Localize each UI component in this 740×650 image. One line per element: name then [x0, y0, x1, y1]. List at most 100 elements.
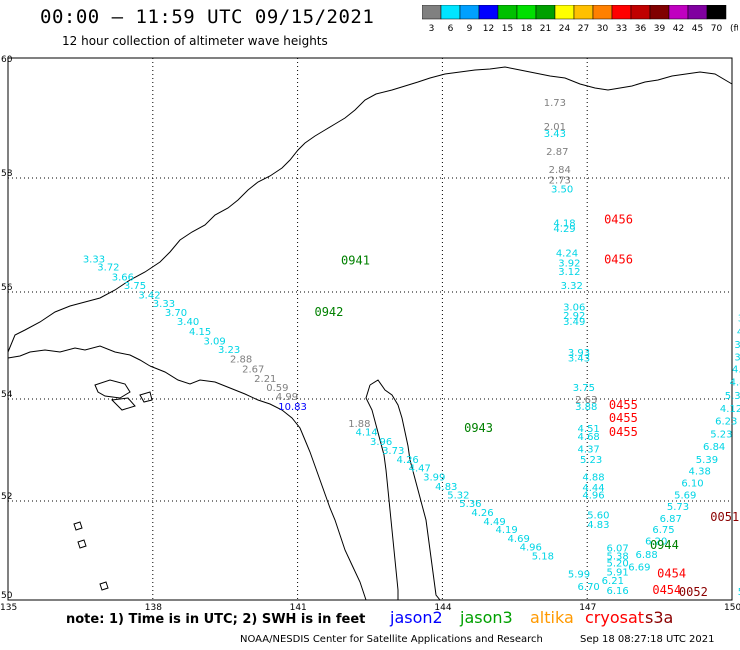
- wave-height-value: 6.10: [681, 479, 703, 490]
- wave-height-value: 4.38: [689, 466, 711, 477]
- pass-time-label: 0455: [609, 411, 638, 425]
- wave-height-value: 6.16: [607, 586, 629, 597]
- wave-height-value: 3.33: [153, 299, 175, 310]
- wave-height-value: 2.84: [549, 165, 571, 176]
- colorbar-unit: (ft): [730, 24, 738, 34]
- wave-height-value: 4.50: [732, 364, 740, 375]
- wave-height-value: 2.63: [575, 395, 597, 406]
- wave-height-value: 3.43: [544, 129, 566, 140]
- wave-height-value: 4.68: [578, 432, 600, 443]
- colorbar-swatch: [649, 5, 670, 20]
- wave-height-value: 5.18: [532, 551, 554, 562]
- colorbar-swatch: [535, 5, 556, 20]
- wave-height-value: 6.75: [652, 525, 674, 536]
- wave-height-value: 3.92: [558, 258, 580, 269]
- wave-height-value: 5.99: [568, 570, 590, 581]
- pass-time-label: 0456: [604, 253, 633, 267]
- colorbar-swatch: [516, 5, 537, 20]
- wave-height-value: 3.96: [370, 437, 392, 448]
- colorbar-tick-label: 70: [711, 24, 723, 34]
- wave-height-value: 5.23: [710, 429, 732, 440]
- wave-height-value: 3.42: [138, 290, 160, 301]
- pass-time-label: 0454: [652, 583, 681, 597]
- wave-height-value: 1.73: [544, 98, 566, 109]
- wave-height-value: 6.88: [635, 550, 657, 561]
- wave-height-value: 2.92: [563, 311, 585, 322]
- lat-label: 58: [1, 169, 13, 179]
- wave-height-value: 5.73: [667, 502, 689, 513]
- colorbar-swatch: [687, 5, 708, 20]
- wave-height-value: 3.97: [734, 352, 740, 363]
- colorbar-tick-label: 45: [692, 24, 703, 34]
- pass-time-label: 0051: [710, 510, 739, 524]
- wave-height-value: 3.40: [177, 317, 199, 328]
- wave-height-value: 4.26: [471, 508, 493, 519]
- pass-time-label: 0944: [650, 538, 679, 552]
- wave-height-value: 4.47: [409, 463, 431, 474]
- wave-height-value: 4.19: [495, 525, 517, 536]
- wave-height-value: 4.15: [189, 327, 211, 338]
- pass-time-label: 0455: [609, 398, 638, 412]
- wave-height-value: 3.73: [382, 446, 404, 457]
- colorbar-tick-label: 6: [448, 24, 454, 34]
- wave-height-value: 5.23: [580, 455, 602, 466]
- wave-height-value: 5.38: [607, 551, 629, 562]
- wave-height-value: 4.29: [553, 224, 575, 235]
- colorbar-tick-label: 27: [578, 24, 589, 34]
- pass-time-label: 0942: [314, 305, 343, 319]
- wave-height-value: 3.75: [573, 383, 595, 394]
- axis-labels: 60 58 56 54 52 50 135 138 141 144 147 150: [0, 55, 740, 613]
- wave-height-value: 2.88: [230, 355, 252, 366]
- colorbar-swatch: [497, 5, 518, 20]
- wave-height-value: 4.83: [435, 482, 457, 493]
- okhotsk-north-coast: [7, 66, 733, 353]
- colorbar-swatch: [630, 5, 651, 20]
- okhotsk-north-coast-inlet: [7, 345, 151, 367]
- wave-height-value: 3.72: [97, 262, 119, 273]
- wave-height-value: 4.85: [730, 378, 740, 389]
- wave-height-value: 3.99: [423, 473, 445, 484]
- colorbar-swatch: [611, 5, 632, 20]
- wave-height-value: 3.70: [165, 308, 187, 319]
- colorbar-swatch: [706, 5, 727, 20]
- wave-height-value: 4.51: [578, 424, 600, 435]
- wave-height-value: 4.96: [582, 490, 604, 501]
- colorbar-tick-label: 24: [559, 24, 571, 34]
- pass-time-label: 0941: [341, 254, 370, 268]
- pass-time-label: 0455: [609, 425, 638, 439]
- colorbar-swatch: [573, 5, 594, 20]
- wave-height-value: 6.20: [645, 537, 667, 548]
- wave-height-value: 2.73: [549, 176, 571, 187]
- wave-height-value: 5.32: [447, 490, 469, 501]
- colorbar-tick-label: 3: [429, 24, 435, 34]
- map-title: 00:00 – 11:59 UTC 09/15/2021: [40, 6, 375, 28]
- wave-height-value: 4.44: [582, 483, 604, 494]
- pass-time-label: 0052: [679, 585, 708, 599]
- lat-label: 54: [1, 390, 13, 400]
- wave-height-value: 3.49: [563, 317, 585, 328]
- colorbar-tick-label: 39: [654, 24, 666, 34]
- wave-height-value: 6.07: [607, 543, 629, 554]
- wave-height-labels: 1.732.013.432.872.842.733.504.184.294.24…: [83, 98, 740, 598]
- colorbar-tick-label: 18: [521, 24, 533, 34]
- colorbar-tick-label: 33: [616, 24, 627, 34]
- wave-height-value: 4.49: [483, 517, 505, 528]
- lon-label: 144: [434, 603, 451, 613]
- wave-height-value: 3.93: [568, 348, 590, 359]
- wave-height-value: 3.23: [218, 345, 240, 356]
- wave-height-value: 3.88: [575, 402, 597, 413]
- wave-height-value: 1.88: [348, 419, 370, 430]
- wave-height-value: 4.26: [397, 455, 419, 466]
- wave-height-value: 4.96: [520, 543, 542, 554]
- wave-height-value: 10.83: [278, 402, 307, 413]
- wave-height-value: 3.33: [83, 254, 105, 265]
- wave-height-value: 4.99: [276, 392, 298, 403]
- pass-time-labels: 0941094209430944045604560455045504550454…: [314, 213, 739, 599]
- lat-label: 50: [1, 591, 13, 601]
- colorbar-swatch: [459, 5, 480, 20]
- wave-height-value: 5.30: [725, 391, 740, 402]
- wave-height-value: 4.12: [720, 404, 740, 415]
- colorbar-swatch: [478, 5, 499, 20]
